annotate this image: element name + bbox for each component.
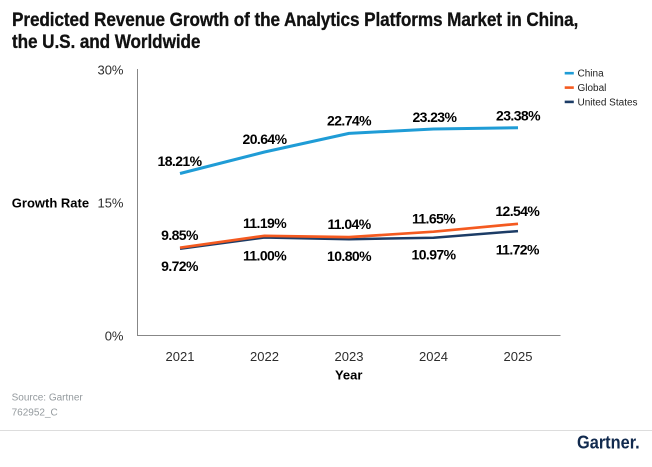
svg-text:12.54%: 12.54% (495, 203, 540, 219)
svg-text:11.04%: 11.04% (327, 216, 371, 232)
svg-text:9.72%: 9.72% (161, 258, 199, 274)
svg-text:30%: 30% (97, 62, 123, 77)
svg-text:18.21%: 18.21% (158, 153, 203, 169)
svg-text:762952_C: 762952_C (12, 408, 58, 419)
svg-text:2025: 2025 (504, 349, 533, 364)
svg-text:Source: Gartner: Source: Gartner (12, 393, 84, 404)
svg-text:11.72%: 11.72% (496, 241, 540, 257)
svg-text:Growth Rate: Growth Rate (12, 195, 89, 210)
svg-text:23.38%: 23.38% (496, 107, 541, 123)
svg-text:11.19%: 11.19% (243, 215, 287, 231)
svg-text:10.97%: 10.97% (412, 247, 457, 263)
svg-text:Global: Global (578, 83, 607, 94)
svg-text:2022: 2022 (250, 349, 279, 364)
svg-text:22.74%: 22.74% (327, 112, 372, 128)
svg-text:10.80%: 10.80% (327, 248, 372, 264)
svg-text:2023: 2023 (335, 349, 364, 364)
svg-text:11.65%: 11.65% (412, 211, 456, 227)
svg-text:United States: United States (578, 97, 638, 108)
svg-text:2021: 2021 (166, 349, 195, 364)
svg-text:9.85%: 9.85% (161, 227, 199, 243)
svg-text:0%: 0% (105, 328, 124, 343)
svg-text:2024: 2024 (419, 349, 448, 364)
svg-text:China: China (578, 69, 605, 80)
svg-text:11.00%: 11.00% (243, 248, 287, 264)
svg-text:20.64%: 20.64% (243, 131, 288, 147)
svg-text:15%: 15% (97, 195, 123, 210)
svg-text:Year: Year (335, 368, 362, 383)
svg-text:Gartner.: Gartner. (577, 432, 640, 453)
svg-text:23.23%: 23.23% (412, 109, 457, 125)
